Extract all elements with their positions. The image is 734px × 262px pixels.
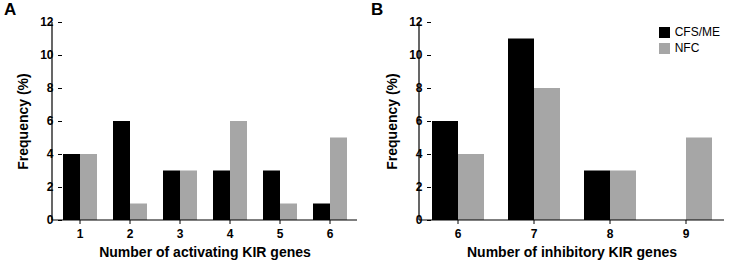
svg-text:5: 5 — [277, 227, 284, 241]
svg-text:10: 10 — [409, 48, 423, 62]
svg-text:1: 1 — [77, 227, 84, 241]
svg-text:Frequency (%): Frequency (%) — [384, 73, 400, 169]
svg-text:9: 9 — [683, 227, 690, 241]
svg-text:4: 4 — [227, 227, 234, 241]
svg-text:2: 2 — [415, 180, 423, 195]
svg-text:7: 7 — [531, 227, 538, 241]
svg-text:2: 2 — [127, 227, 134, 241]
svg-text:6: 6 — [327, 227, 334, 241]
svg-text:Frequency (%): Frequency (%) — [15, 73, 31, 169]
svg-text:12: 12 — [40, 15, 54, 30]
svg-text:3: 3 — [177, 227, 184, 241]
svg-text:10: 10 — [40, 48, 54, 63]
svg-text:8: 8 — [607, 227, 614, 241]
svg-text:12: 12 — [409, 15, 423, 29]
svg-text:6: 6 — [415, 114, 423, 129]
html-text:A: A — [4, 0, 17, 19]
html-text:B: B — [371, 0, 384, 19]
svg-text:6: 6 — [455, 227, 462, 241]
svg-text:6: 6 — [47, 114, 54, 128]
html-text:CFS/ME: CFS/ME — [674, 25, 720, 39]
svg-text:2: 2 — [47, 180, 54, 194]
svg-text:Number of activating KIR genes: Number of activating KIR genes — [99, 244, 311, 260]
svg-text:0: 0 — [46, 213, 54, 228]
svg-text:4: 4 — [415, 147, 423, 162]
svg-text:0: 0 — [415, 213, 423, 228]
svg-text:8: 8 — [47, 81, 54, 95]
svg-text:8: 8 — [415, 81, 423, 96]
svg-text:Number of inhibitory KIR genes: Number of inhibitory KIR genes — [467, 244, 677, 260]
html-text:NFC: NFC — [674, 41, 700, 55]
svg-text:4: 4 — [47, 147, 54, 161]
